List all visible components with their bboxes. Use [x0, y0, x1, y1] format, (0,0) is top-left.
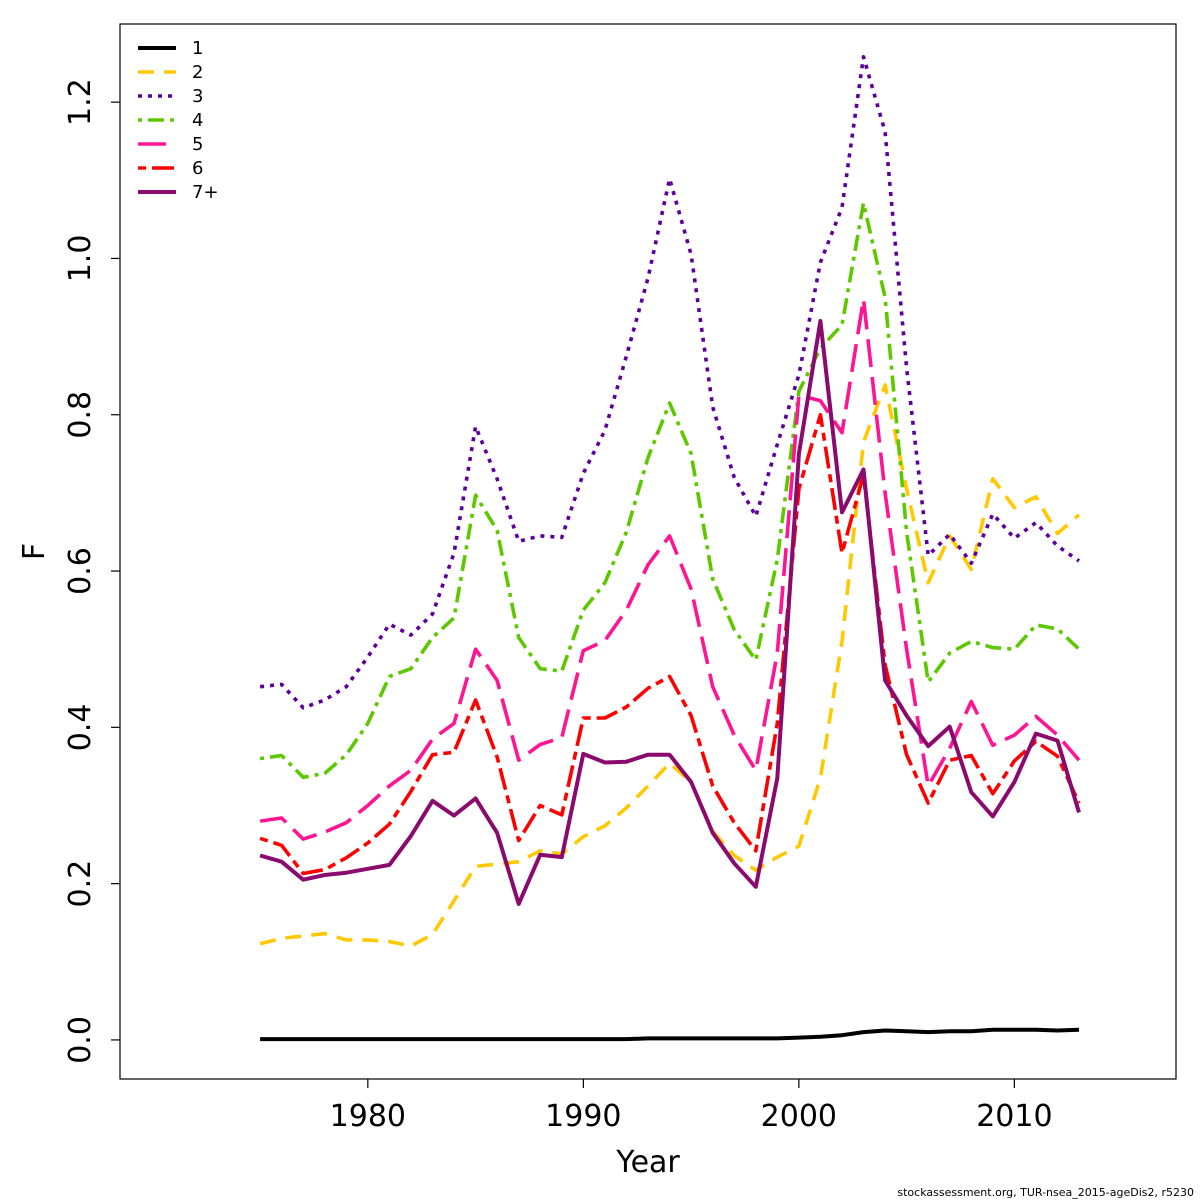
- footer-credit: stockassessment.org, TUR-nsea_2015-ageDi…: [897, 1186, 1194, 1199]
- series-layer: [259, 54, 1081, 1042]
- x-tick-label-2010: 2010: [976, 1099, 1052, 1134]
- y-tick-label-2: 0.4: [63, 703, 98, 751]
- series-line-7: [259, 319, 1081, 906]
- legend-label-1: 1: [192, 38, 203, 59]
- legend-label-5: 5: [192, 134, 203, 155]
- y-tick-label-4: 0.8: [63, 391, 98, 439]
- series-line-1: [260, 1027, 1080, 1042]
- legend: 1 2 3 4 5 6 7+: [138, 38, 219, 203]
- x-tick-label-1980: 1980: [330, 1099, 406, 1134]
- y-tick-label-1: 0.2: [63, 860, 98, 908]
- series-line-6: [259, 412, 1081, 876]
- legend-label-2: 2: [192, 62, 203, 83]
- x-axis-title: Year: [615, 1145, 680, 1180]
- legend-label-6: 6: [192, 158, 203, 179]
- series-line-4: [259, 201, 1081, 780]
- y-tick-label-3: 0.6: [63, 547, 98, 595]
- y-tick-label-6: 1.2: [63, 78, 98, 126]
- y-axis-title: F: [17, 543, 52, 560]
- y-axis: 0.0 0.2 0.4 0.6 0.8 1.0 1.2: [63, 78, 120, 1064]
- legend-label-4: 4: [192, 110, 203, 131]
- series-line-5: [259, 297, 1081, 841]
- plot-frame: [119, 23, 1177, 1080]
- legend-label-3: 3: [192, 86, 203, 107]
- y-tick-label-0: 0.0: [63, 1016, 98, 1064]
- x-axis: 1980 1990 2000 2010: [330, 1079, 1053, 1134]
- x-tick-label-1990: 1990: [545, 1099, 621, 1134]
- y-tick-label-5: 1.0: [63, 235, 98, 283]
- legend-label-7: 7+: [192, 182, 219, 203]
- x-tick-label-2000: 2000: [761, 1099, 837, 1134]
- series-line-2: [259, 383, 1081, 948]
